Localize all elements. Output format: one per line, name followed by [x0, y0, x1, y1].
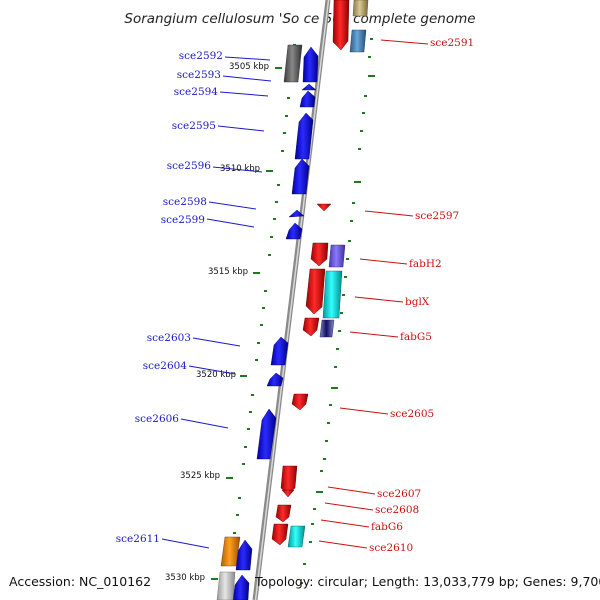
- gene-sce2608-arrow: [281, 489, 295, 498]
- gene-sce2593-arrow: [301, 83, 317, 91]
- kbp-marker-3505: 3505 kbp: [229, 62, 269, 72]
- kbp-marker-3520: 3520 kbp: [196, 370, 236, 380]
- gene-sce2610-arrow: [271, 523, 289, 546]
- gene-label-sce2598: sce2598: [163, 196, 207, 208]
- gene-bglX-arrow: [305, 268, 326, 315]
- gene-fabG5-navy-block: [319, 319, 335, 338]
- gene-label-sce2608: sce2608: [375, 504, 419, 516]
- gene-sce2596-arrow: [291, 158, 310, 195]
- gene-fabH2-purple-block: [328, 244, 346, 268]
- kbp-marker-3530: 3530 kbp: [165, 573, 205, 583]
- gene-label-sce2592: sce2592: [179, 50, 223, 62]
- gene-sce2592-arrow: [302, 46, 319, 83]
- gene-sce2610-cyan-block: [287, 525, 306, 548]
- gene-label-sce2595: sce2595: [172, 120, 216, 132]
- gene-label-sce2607: sce2607: [377, 488, 421, 500]
- gene-label-sce2604: sce2604: [143, 360, 188, 372]
- gene-sce2594-arrow: [299, 90, 316, 108]
- right-callout-lines: [318, 39, 429, 549]
- gene-label-sce2611: sce2611: [116, 533, 160, 545]
- gene-sce2604-arrow: [266, 372, 284, 387]
- gene-sce2592-gray-block: [283, 44, 303, 83]
- kbp-marker-3515: 3515 kbp: [208, 267, 248, 277]
- gene-label-sce2610: sce2610: [369, 542, 413, 554]
- gene-sce2599-arrow: [285, 222, 303, 240]
- gene-sce2591-steel-block: [349, 29, 367, 53]
- gene-fabG6-arrow: [275, 504, 292, 523]
- kbp-marker-3525: 3525 kbp: [180, 471, 220, 481]
- gene-label-sce2599: sce2599: [161, 214, 205, 226]
- gene-label-sce2594: sce2594: [174, 86, 219, 98]
- gene-label-sce2593: sce2593: [177, 69, 221, 81]
- genome-info-text: Topology: circular; Length: 13,033,779 b…: [254, 574, 600, 589]
- genome-backbone-highlight: [254, 0, 330, 600]
- plus-strand-genes: [271, 0, 350, 546]
- gene-unlabeled-bottom-2-arrow: [232, 574, 250, 600]
- gene-label-sce2591: sce2591: [430, 37, 474, 49]
- gene-fabG5-arrow: [302, 317, 320, 337]
- gene-sce2591-arrow: [332, 0, 350, 51]
- gene-label-sce2596: sce2596: [167, 160, 212, 172]
- gene-bglX-cyan-block: [322, 270, 343, 319]
- gene-label-sce2603: sce2603: [147, 332, 191, 344]
- gene-label-sce2606: sce2606: [135, 413, 180, 425]
- gene-sce2598-arrow: [288, 209, 305, 218]
- gene-label-bglX: bglX: [405, 296, 430, 308]
- gene-sce2606-arrow: [256, 408, 277, 460]
- gene-sce2603-arrow: [270, 336, 289, 366]
- gene-sce2611-orange-block: [220, 536, 241, 567]
- gene-top-tan-block: [352, 0, 369, 17]
- gene-sce2597-arrow: [316, 203, 332, 212]
- gene-label-sce2597: sce2597: [415, 210, 459, 222]
- gene-fabH2-arrow: [310, 242, 329, 267]
- left-callout-lines: [161, 56, 272, 549]
- gene-unlabeled-bottom-arrow: [235, 539, 253, 571]
- gene-bottom-light-block: [216, 571, 236, 600]
- gene-label-sce2605: sce2605: [390, 408, 434, 420]
- kbp-marker-3510: 3510 kbp: [220, 164, 260, 174]
- gene-label-fabG6: fabG6: [371, 521, 403, 533]
- gene-sce2605-arrow: [291, 393, 309, 411]
- genome-title: Sorangium cellulosum 'So ce 56', complet…: [124, 11, 475, 27]
- accession-text: Accession: NC_010162: [9, 574, 151, 589]
- tick-marks: [211, 38, 375, 584]
- gene-label-fabG5: fabG5: [400, 331, 432, 343]
- gene-sce2595-arrow: [294, 112, 314, 160]
- gene-label-fabH2: fabH2: [409, 258, 442, 270]
- minus-strand-genes: [232, 46, 319, 600]
